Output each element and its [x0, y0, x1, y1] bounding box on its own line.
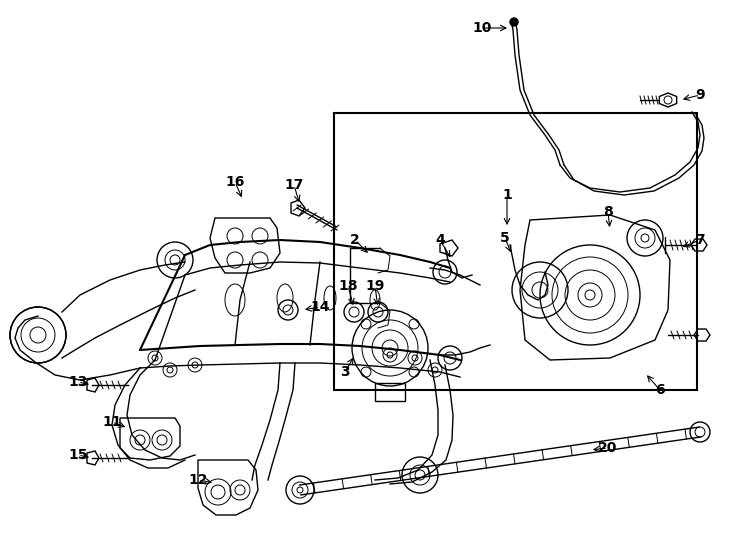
- Text: 6: 6: [655, 383, 665, 397]
- Text: 10: 10: [472, 21, 492, 35]
- Text: 17: 17: [284, 178, 304, 192]
- Text: 15: 15: [68, 448, 88, 462]
- Text: 14: 14: [310, 300, 330, 314]
- Text: 18: 18: [338, 279, 357, 293]
- Text: 5: 5: [500, 231, 510, 245]
- Text: 2: 2: [350, 233, 360, 247]
- Text: 8: 8: [603, 205, 613, 219]
- Text: 4: 4: [435, 233, 445, 247]
- Text: 13: 13: [68, 375, 87, 389]
- Text: 20: 20: [598, 441, 618, 455]
- Text: 1: 1: [502, 188, 512, 202]
- Circle shape: [510, 18, 518, 26]
- Bar: [375, 383, 405, 401]
- Text: 11: 11: [102, 415, 122, 429]
- Text: 9: 9: [695, 88, 705, 102]
- Text: 12: 12: [188, 473, 208, 487]
- Text: 19: 19: [366, 279, 385, 293]
- Bar: [334, 113, 697, 390]
- Text: 7: 7: [695, 233, 705, 247]
- Text: 16: 16: [225, 175, 244, 189]
- Text: 3: 3: [340, 365, 350, 379]
